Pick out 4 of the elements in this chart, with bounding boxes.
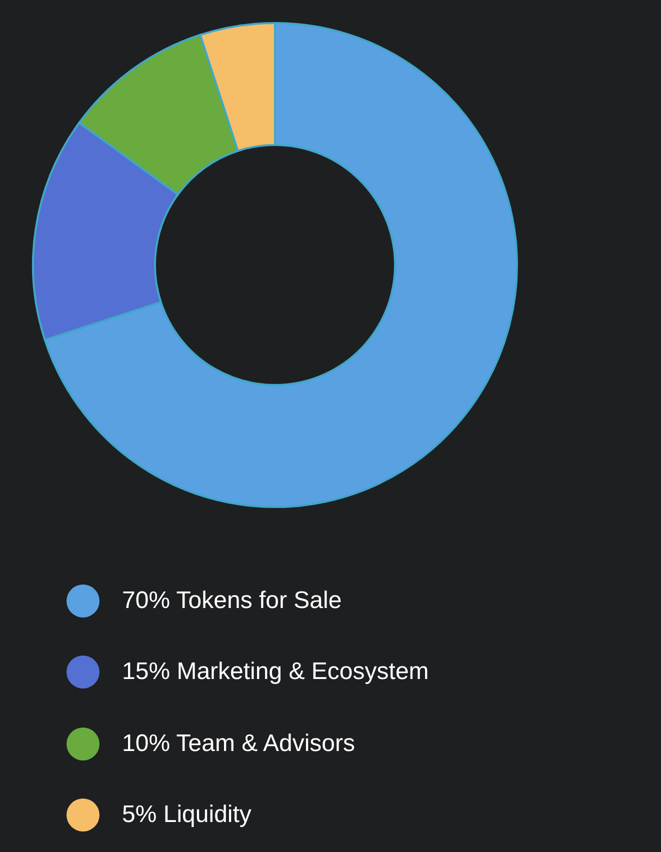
legend-label: 15% Marketing & Ecosystem xyxy=(122,658,429,686)
legend-label: 70% Tokens for Sale xyxy=(122,586,342,615)
legend-label: 5% Liquidity xyxy=(122,801,252,830)
legend-label: 10% Team & Advisors xyxy=(122,730,356,758)
